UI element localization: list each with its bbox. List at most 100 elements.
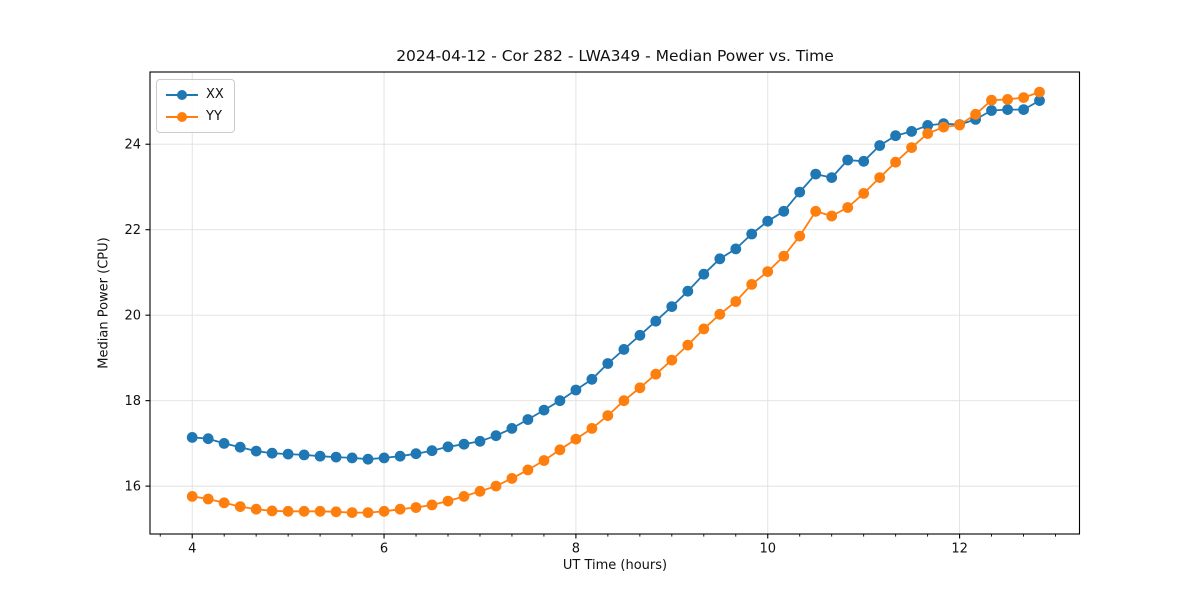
- xx-data-point: [410, 448, 422, 460]
- x-axis-label: UT Time (hours): [562, 558, 668, 573]
- xx-data-point: [874, 140, 886, 151]
- xx-data-point: [698, 268, 710, 280]
- y-tick-label: 24: [124, 138, 141, 153]
- yy-data-point: [986, 94, 997, 106]
- yy-data-point: [522, 464, 534, 476]
- xx-data-point: [842, 154, 854, 166]
- x-tick-label: 10: [759, 542, 776, 557]
- xx-data-point: [778, 205, 790, 217]
- xx-data-point: [362, 453, 374, 465]
- xx-data-point: [730, 243, 742, 255]
- legend: XX YY: [156, 79, 235, 133]
- xx-data-point: [426, 445, 438, 457]
- y-tick-label: 16: [124, 480, 141, 495]
- yy-data-point: [442, 495, 454, 507]
- y-axis-label-text: Median Power (CPU): [96, 237, 112, 369]
- yy-data-point: [394, 503, 406, 515]
- yy-data-point: [218, 497, 230, 509]
- xx-data-point: [330, 451, 342, 463]
- yy-data-point: [490, 480, 502, 492]
- yy-data-point: [938, 121, 949, 133]
- xx-data-point: [746, 228, 758, 240]
- xx-marker-icon: [177, 90, 187, 100]
- xx-data-point: [1018, 104, 1029, 115]
- plot-border: [149, 71, 1081, 535]
- chart-title: 2024-04-12 - Cor 282 - LWA349 - Median P…: [396, 47, 834, 65]
- yy-data-point: [458, 491, 470, 502]
- xx-data-point: [890, 130, 901, 142]
- yy-data-point: [346, 507, 358, 518]
- yy-data-point: [810, 205, 822, 217]
- xx-data-point: [314, 450, 326, 462]
- legend-label-xx: XX: [206, 87, 224, 102]
- yy-data-point: [202, 493, 214, 505]
- yy-data-point: [362, 507, 374, 518]
- yy-data-point: [298, 505, 310, 517]
- yy-data-point: [682, 339, 694, 351]
- xx-data-point: [906, 125, 917, 137]
- yy-data-point: [794, 230, 806, 242]
- xx-data-point: [634, 329, 646, 341]
- yy-data-point: [634, 382, 646, 394]
- xx-data-point: [186, 432, 198, 443]
- xx-data-point: [570, 384, 582, 396]
- xx-data-point: [266, 447, 278, 459]
- xx-data-point: [602, 358, 614, 369]
- x-tick-label: 12: [951, 542, 968, 557]
- series-xx-markers: [186, 95, 1045, 465]
- yy-data-point: [906, 142, 917, 154]
- yy-data-point: [506, 473, 518, 484]
- xx-data-point: [1002, 104, 1013, 115]
- xx-data-point: [298, 449, 310, 461]
- yy-data-point: [234, 501, 246, 512]
- yy-data-point: [586, 423, 598, 434]
- yy-data-point: [858, 188, 870, 199]
- yy-data-point: [922, 128, 934, 139]
- yy-data-point: [250, 503, 262, 515]
- xx-data-point: [762, 215, 774, 227]
- xx-data-point: [394, 450, 406, 462]
- yy-data-point: [762, 266, 774, 277]
- xx-data-point: [586, 373, 598, 385]
- y-tick-label: 20: [124, 309, 141, 324]
- xx-data-point: [458, 438, 470, 450]
- yy-data-point: [1018, 92, 1029, 103]
- xx-data-point: [490, 430, 502, 442]
- xx-data-point: [346, 452, 358, 464]
- xx-data-point: [522, 414, 534, 425]
- yy-data-point: [746, 279, 758, 290]
- yy-data-point: [618, 395, 630, 407]
- yy-marker-icon: [177, 112, 187, 122]
- series-yy-markers: [186, 86, 1045, 518]
- yy-data-point: [314, 505, 326, 517]
- legend-item-xx: XX: [166, 86, 224, 104]
- yy-data-point: [842, 202, 854, 213]
- yy-data-point: [282, 505, 294, 517]
- x-tick-label: 6: [380, 542, 388, 557]
- yy-data-point: [954, 119, 965, 131]
- xx-data-point: [538, 404, 550, 416]
- xx-data-point: [986, 105, 997, 116]
- y-tick-label: 22: [124, 223, 141, 238]
- xx-data-point: [666, 301, 678, 312]
- legend-item-yy: YY: [166, 108, 224, 126]
- yy-data-point: [730, 296, 742, 307]
- yy-data-point: [266, 505, 278, 517]
- xx-data-point: [650, 315, 662, 327]
- yy-series-swatch: [166, 111, 198, 123]
- xx-data-point: [1034, 95, 1045, 106]
- yy-data-point: [698, 323, 710, 335]
- yy-data-point: [1002, 94, 1013, 105]
- yy-data-point: [410, 502, 422, 513]
- yy-data-point: [970, 108, 981, 120]
- xx-data-point: [378, 452, 390, 464]
- yy-data-point: [538, 455, 550, 466]
- xx-data-point: [474, 435, 486, 447]
- yy-data-point: [778, 250, 790, 262]
- x-tick-label: 8: [572, 542, 580, 557]
- yy-data-point: [602, 410, 614, 421]
- xx-data-point: [250, 445, 262, 457]
- yy-data-point: [890, 156, 901, 168]
